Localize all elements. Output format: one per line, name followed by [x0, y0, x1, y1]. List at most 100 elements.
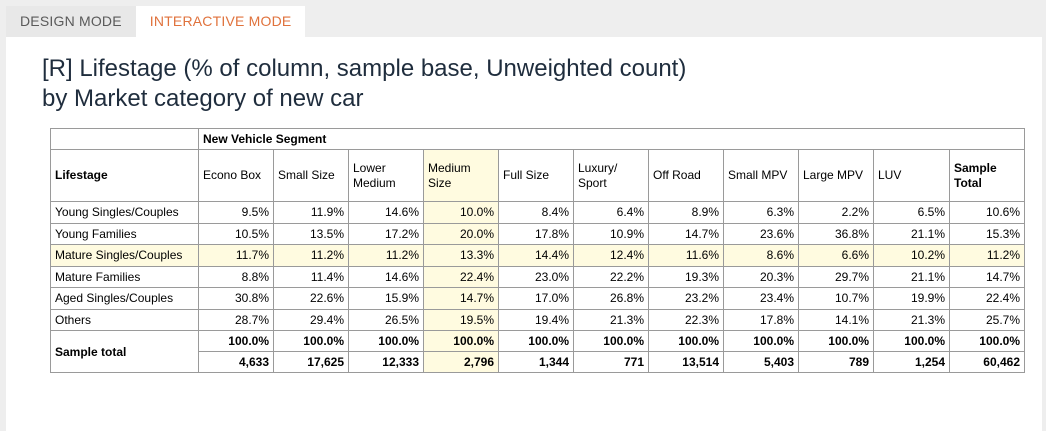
column-header[interactable]: Lower Medium	[348, 149, 424, 202]
table-row: Mature Families 8.8% 11.4% 14.6% 22.4% 23.0% 2…	[50, 265, 1025, 288]
table-cell: 15.3%	[949, 222, 1025, 245]
column-header[interactable]: Off Road	[648, 149, 724, 202]
table-cell: 15.9%	[348, 287, 424, 310]
column-header[interactable]: Full Size	[498, 149, 574, 202]
row-label[interactable]: Mature Singles/Couples	[50, 244, 199, 267]
table-cell: 36.8%	[798, 222, 874, 245]
table-cell: 17.2%	[348, 222, 424, 245]
column-header[interactable]: Small MPV	[723, 149, 799, 202]
column-header[interactable]: LUV	[873, 149, 950, 202]
sample-total-count-cell: 771	[573, 351, 649, 373]
table-cell: 11.6%	[648, 244, 724, 267]
table-cell: 23.6%	[723, 222, 799, 245]
sample-total-percent-cell: 100.0%	[198, 330, 274, 352]
table-cell: 19.9%	[873, 287, 950, 310]
table-cell: 26.8%	[573, 287, 649, 310]
table-cell: 19.5%	[423, 308, 499, 331]
table-cell: 20.3%	[723, 265, 799, 288]
table-row: Aged Singles/Couples 30.8% 22.6% 15.9% 14.7%…	[50, 287, 1025, 310]
table-cell: 8.4%	[498, 201, 574, 224]
row-label[interactable]: Others	[50, 308, 199, 331]
table-cell: 30.8%	[198, 287, 274, 310]
table-cell: 8.9%	[648, 201, 724, 224]
table-cell: 14.6%	[348, 201, 424, 224]
table-cell: 17.8%	[498, 222, 574, 245]
sample-total-percent-cell: 100.0%	[648, 330, 724, 352]
table-cell: 14.6%	[348, 265, 424, 288]
table-cell: 10.2%	[873, 244, 950, 267]
sample-total-percent-cell: 100.0%	[498, 330, 574, 352]
column-header[interactable]: Econo Box	[198, 149, 274, 202]
table-cell: 11.2%	[348, 244, 424, 267]
table-cell: 21.3%	[873, 308, 950, 331]
sample-total-percent-cell: 100.0%	[873, 330, 950, 352]
tab-design-mode[interactable]: DESIGN MODE	[6, 6, 136, 37]
report-title-line1: [R] Lifestage (% of column, sample base,…	[42, 55, 687, 82]
table-cell: 17.0%	[498, 287, 574, 310]
crosstab-table: New Vehicle Segment Lifestage Econo Box Sma…	[50, 128, 1025, 373]
table-cell: 22.4%	[949, 287, 1025, 310]
table-cell: 13.5%	[273, 222, 349, 245]
table-cell: 17.8%	[723, 308, 799, 331]
group-header: New Vehicle Segment	[198, 128, 1025, 150]
table-cell: 14.4%	[498, 244, 574, 267]
table-cell: 11.2%	[273, 244, 349, 267]
sample-total-count-cell: 17,625	[273, 351, 349, 373]
sample-total-percent-cell: 100.0%	[348, 330, 424, 352]
table-cell: 23.4%	[723, 287, 799, 310]
column-header[interactable]: Luxury/ Sport	[573, 149, 649, 202]
mode-tabbar: DESIGN MODE INTERACTIVE MODE	[6, 6, 306, 37]
sample-total-count-cell: 1,344	[498, 351, 574, 373]
group-header-row: New Vehicle Segment	[50, 128, 1025, 150]
sample-total-percent-cell: 100.0%	[798, 330, 874, 352]
sample-total-label[interactable]: Sample total	[50, 330, 199, 373]
table-cell: 28.7%	[198, 308, 274, 331]
table-cell: 29.4%	[273, 308, 349, 331]
table-cell: 6.4%	[573, 201, 649, 224]
table-cell: 12.4%	[573, 244, 649, 267]
column-header[interactable]: Sample Total	[949, 149, 1025, 202]
table-cell: 19.4%	[498, 308, 574, 331]
table-cell: 10.7%	[798, 287, 874, 310]
table-cell: 20.0%	[423, 222, 499, 245]
table-cell: 10.5%	[198, 222, 274, 245]
table-cell: 19.3%	[648, 265, 724, 288]
table-cell: 22.6%	[273, 287, 349, 310]
table-cell: 23.2%	[648, 287, 724, 310]
row-label[interactable]: Young Singles/Couples	[50, 201, 199, 224]
sample-total-count-row: 4,633 17,625 12,333 2,796 1,344 771 13,514 5,40…	[51, 351, 1025, 373]
sample-total-count-cell: 4,633	[198, 351, 274, 373]
row-label[interactable]: Young Families	[50, 222, 199, 245]
table-cell: 6.5%	[873, 201, 950, 224]
sample-total-count-cell: 12,333	[348, 351, 424, 373]
table-cell: 9.5%	[198, 201, 274, 224]
column-header[interactable]: Small Size	[273, 149, 349, 202]
report-title: [R] Lifestage (% of column, sample base,…	[42, 54, 686, 114]
table-cell: 10.6%	[949, 201, 1025, 224]
table-row: Young Families 10.5% 13.5% 17.2% 20.0% 17.8% 1…	[50, 222, 1025, 245]
corner-cell	[50, 128, 199, 150]
table-cell: 22.4%	[423, 265, 499, 288]
table-cell: 26.5%	[348, 308, 424, 331]
table-cell: 6.3%	[723, 201, 799, 224]
column-header[interactable]: Medium Size	[423, 149, 499, 202]
row-label[interactable]: Aged Singles/Couples	[50, 287, 199, 310]
table-cell: 21.3%	[573, 308, 649, 331]
column-header[interactable]: Large MPV	[798, 149, 874, 202]
table-cell: 21.1%	[873, 265, 950, 288]
table-cell: 25.7%	[949, 308, 1025, 331]
sample-total-count-cell: 5,403	[723, 351, 799, 373]
table-cell: 6.6%	[798, 244, 874, 267]
sample-total-percent-cell: 100.0%	[949, 330, 1025, 352]
row-label[interactable]: Mature Families	[50, 265, 199, 288]
tab-interactive-mode[interactable]: INTERACTIVE MODE	[135, 6, 306, 37]
table-cell: 8.6%	[723, 244, 799, 267]
table-cell: 11.7%	[198, 244, 274, 267]
report-title-line2: by Market category of new car	[42, 85, 364, 112]
sample-total-count-cell: 1,254	[873, 351, 950, 373]
table-cell: 23.0%	[498, 265, 574, 288]
sample-total-percent-cell: 100.0%	[423, 330, 499, 352]
sample-total-count-cell: 789	[798, 351, 874, 373]
table-cell: 13.3%	[423, 244, 499, 267]
table-cell: 10.0%	[423, 201, 499, 224]
